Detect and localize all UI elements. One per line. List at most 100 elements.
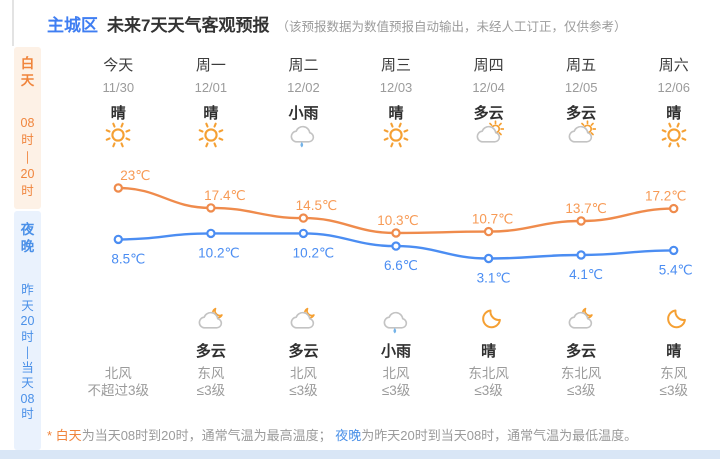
cloud-sun-icon [568, 120, 597, 143]
date-label: 12/01 [194, 80, 228, 95]
forecast-column: 周二 12/02 小雨多云北风 ≤3级 [257, 0, 350, 459]
date-label: 12/04 [472, 80, 505, 95]
night-condition: 晴 [666, 343, 682, 360]
wind-level: ≤3级 [196, 383, 226, 398]
wind-level: ≤3级 [566, 383, 596, 398]
footnote-segment: 夜晚 [335, 428, 362, 443]
wind-direction: 东风 [197, 366, 225, 381]
sun-icon [383, 122, 409, 148]
day-name-label: 今天 [103, 57, 134, 74]
forecast-columns: 今天 11/30 晴北风 不超过3级 周一 12/01 晴多云 东风 ≤3级 周二 12/02 小雨多… [72, 0, 720, 459]
wind-direction: 北风 [289, 366, 317, 381]
day-name-label: 周二 [288, 57, 319, 74]
night-condition: 多云 [566, 343, 597, 360]
sun-icon [105, 122, 131, 148]
day-weather-icon [442, 120, 535, 152]
wind-level: ≤3级 [381, 383, 411, 398]
wind-direction: 东北风 [468, 366, 509, 381]
day-name-label: 周六 [658, 57, 689, 74]
day-weather-icon [165, 120, 258, 152]
footnote-segment: 为昨天20时到当天08时，通常气温为最低温度。 [361, 428, 638, 443]
cloud-moon-icon [568, 307, 593, 329]
night-weather-icon [257, 306, 350, 338]
forecast-column: 周四 12/04 多云晴东北风 ≤3级 [442, 0, 535, 459]
sidebar-day-panel: 白天 08 时 — 20 时 [14, 47, 41, 209]
night-weather-icon [442, 306, 535, 338]
day-name-label: 周四 [473, 57, 504, 74]
day-weather-icon [350, 120, 443, 152]
date-label: 12/02 [287, 80, 320, 95]
night-condition: 小雨 [381, 343, 412, 360]
sidebar-char: 20 [20, 314, 35, 328]
sidebar-char: 天 [21, 376, 34, 390]
day-condition: 晴 [388, 105, 404, 122]
wind-level: ≤3级 [659, 383, 688, 398]
sun-icon [661, 122, 687, 148]
sidebar-char: — [21, 151, 35, 164]
day-condition: 晴 [203, 105, 219, 122]
day-name-label: 周五 [566, 57, 597, 74]
moon-icon [481, 309, 501, 329]
region-label[interactable]: 主城区 [47, 16, 98, 35]
wind-direction: 东北风 [560, 366, 602, 381]
cloud-rain-icon [291, 125, 315, 148]
sidebar-char: 晚 [20, 239, 35, 254]
wind-direction: 北风 [104, 366, 132, 381]
night-condition: 晴 [481, 343, 497, 360]
day-weather-icon [627, 120, 720, 152]
sidebar-char: 昨 [21, 283, 34, 297]
forecast-column: 周五 12/05 多云 多云 东北风 ≤3级 [535, 0, 628, 459]
night-weather-icon [627, 306, 720, 338]
wind-direction: 北风 [382, 366, 410, 381]
footnote-segment: * [47, 428, 56, 443]
day-weather-icon [535, 120, 628, 152]
sidebar-char: 08 [20, 391, 35, 406]
day-condition: 多云 [473, 105, 504, 122]
sidebar-char: 夜 [20, 222, 35, 237]
footnote: * 白天为当天08时到20时，通常气温为最高温度； 夜晚为昨天20时到当天08时… [47, 425, 637, 444]
day-name-label: 周三 [381, 57, 412, 74]
wind-level: ≤3级 [289, 383, 318, 398]
wind-level: ≤3级 [474, 383, 503, 398]
sidebar-char: 白 [20, 56, 35, 71]
sun-icon [198, 122, 224, 148]
sidebar-char: 时 [21, 184, 34, 198]
wind-level: 不超过3级 [87, 383, 150, 398]
night-condition: 多云 [195, 343, 226, 360]
sidebar-char: — [21, 346, 36, 360]
sidebar-char: 08 [20, 116, 35, 130]
sidebar-char: 当 [21, 360, 34, 375]
forecast-column: 周三 12/03 晴小雨北风 ≤3级 [350, 0, 443, 459]
day-condition: 晴 [110, 105, 126, 122]
day-weather-icon [72, 120, 165, 152]
sidebar-char: 20 [20, 167, 35, 181]
day-condition: 小雨 [288, 105, 319, 122]
day-weather-icon [257, 120, 350, 152]
footnote-segment: 白天 [55, 428, 82, 443]
cloud-sun-icon [476, 120, 504, 143]
sidebar-char: 时 [21, 329, 34, 344]
date-label: 12/06 [657, 80, 691, 95]
page-title: 未来7天天气客观预报 [107, 16, 270, 35]
night-weather-icon [535, 306, 628, 338]
date-label: 12/05 [564, 80, 598, 95]
night-weather-icon [350, 306, 443, 338]
left-top-divider [12, 0, 14, 46]
bottom-band [0, 450, 720, 459]
forecast-column: 周一 12/01 晴多云 东风 ≤3级 [165, 0, 258, 459]
cloud-moon-icon [291, 307, 316, 329]
moon-icon [666, 309, 686, 329]
sidebar-char: 时 [21, 407, 34, 421]
day-condition: 多云 [566, 105, 597, 122]
night-condition: 多云 [288, 343, 319, 360]
cloud-moon-icon [198, 307, 223, 329]
cloud-rain-icon [383, 311, 408, 334]
forecast-column: 今天 11/30 晴北风 不超过3级 [72, 0, 165, 459]
night-weather-icon [165, 306, 258, 338]
date-label: 12/03 [379, 80, 413, 95]
disclaimer-text: （该预报数据为数值预报自动输出，未经人工订正，仅供参考） [276, 20, 627, 34]
forecast-column: 周六 12/06 晴晴东风 ≤3级 [627, 0, 720, 459]
sidebar-char: 天 [20, 73, 35, 88]
header: 主城区 未来7天天气客观预报 （该预报数据为数值预报自动输出，未经人工订正，仅供… [47, 11, 626, 36]
